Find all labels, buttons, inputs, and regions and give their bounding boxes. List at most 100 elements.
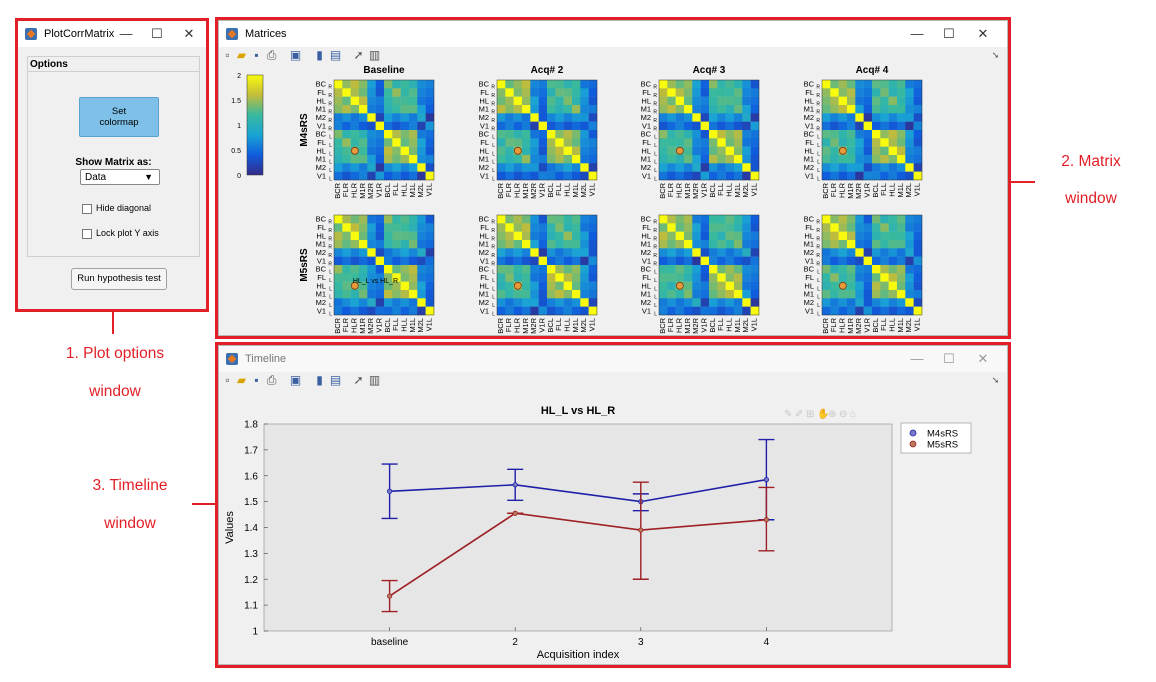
matrix-cell[interactable] [830,273,839,282]
matrix-cell[interactable] [896,129,906,139]
matrix-cell[interactable] [846,264,856,274]
matrix-cell[interactable] [367,248,376,257]
matrix-cell[interactable] [513,171,523,181]
matrix-cell[interactable] [563,113,573,122]
open-file-icon[interactable]: ▰ [236,48,247,62]
matrix-cell[interactable] [855,264,864,274]
matrix-cell[interactable] [855,171,864,181]
matrix-cell[interactable] [742,154,751,164]
matrix-cell[interactable] [717,163,726,172]
matrix-cell[interactable] [733,298,743,307]
matrix-cell[interactable] [588,146,598,156]
matrix-cell[interactable] [880,306,889,316]
matrix-cell[interactable] [538,121,548,131]
matrix-cell[interactable] [571,248,581,257]
matrix-cell[interactable] [400,264,410,274]
matrix-cell[interactable] [913,256,923,266]
matrix-cell[interactable] [913,289,923,299]
matrix-cell[interactable] [675,289,685,299]
matrix-cell[interactable] [571,88,581,97]
matrix-cell[interactable] [838,273,848,282]
matrix-cell[interactable] [863,289,873,299]
matrix-cell[interactable] [905,273,914,282]
matrix-cell[interactable] [896,121,906,131]
matrix-cell[interactable] [358,163,368,172]
matrix-cell[interactable] [905,80,914,89]
matrix-cell[interactable] [571,121,581,131]
matrix-cell[interactable] [538,239,548,249]
matrix-cell[interactable] [822,154,831,164]
matrix-cell[interactable] [871,215,881,224]
matrix-cell[interactable] [700,273,710,282]
correlation-matrix[interactable] [821,214,923,316]
matrix-cell[interactable] [400,154,410,164]
matrix-cell[interactable] [375,231,385,241]
matrix-cell[interactable] [913,281,923,291]
matrix-cell[interactable] [863,129,873,139]
matrix-cell[interactable] [563,96,573,106]
matrix-cell[interactable] [700,138,710,147]
matrix-cell[interactable] [425,223,435,232]
matrix-cell[interactable] [383,138,393,147]
matrix-cell[interactable] [571,298,581,307]
matrix-cell[interactable] [855,113,864,122]
matrix-cell[interactable] [750,154,760,164]
matrix-cell[interactable] [667,154,676,164]
matrix-cell[interactable] [392,289,401,299]
matrix-cell[interactable] [708,248,718,257]
matrix-cell[interactable] [871,88,881,97]
matrix-cell[interactable] [700,88,710,97]
matrix-cell[interactable] [913,154,923,164]
matrix-cell[interactable] [683,264,693,274]
matrix-cell[interactable] [830,289,839,299]
save-icon[interactable]: ▪ [254,48,259,62]
matrix-cell[interactable] [425,298,435,307]
matrix-cell[interactable] [913,96,923,106]
matrix-cell[interactable] [717,113,726,122]
matrix-cell[interactable] [555,215,564,224]
matrix-cell[interactable] [855,138,864,147]
matrix-cell[interactable] [830,231,839,241]
matrix-cell[interactable] [871,146,881,156]
matrix-cell[interactable] [830,104,839,114]
matrix-cell[interactable] [667,256,676,266]
matrix-cell[interactable] [425,154,435,164]
matrix-cell[interactable] [700,223,710,232]
matrix-cell[interactable] [725,289,735,299]
matrix-cell[interactable] [505,273,514,282]
matrix-cell[interactable] [555,171,564,181]
toolbar-expand-icon[interactable]: ➘ [991,375,1000,385]
matrix-cell[interactable] [708,121,718,131]
matrix-cell[interactable] [425,96,435,106]
matrix-cell[interactable] [725,138,735,147]
matrix-cell[interactable] [425,146,435,156]
matrix-cell[interactable] [555,289,564,299]
matrix-cell[interactable] [417,80,426,89]
matrix-cell[interactable] [417,248,426,257]
matrix-cell[interactable] [497,88,506,97]
matrix-cell[interactable] [700,248,710,257]
matrix-cell[interactable] [580,289,589,299]
matrix-cell[interactable] [871,248,881,257]
matrix-cell[interactable] [400,88,410,97]
property-inspector-icon[interactable]: ▥ [368,48,381,62]
matrix-cell[interactable] [675,223,685,232]
matrix-cell[interactable] [546,88,556,97]
matrix-cell[interactable] [692,80,701,89]
matrix-cell[interactable] [375,298,385,307]
matrix-cell[interactable] [896,298,906,307]
matrix-cell[interactable] [725,239,735,249]
matrix-cell[interactable] [350,113,360,122]
matrix-cell[interactable] [521,154,531,164]
matrix-cell[interactable] [659,113,668,122]
matrix-cell[interactable] [692,239,701,249]
matrix-cell[interactable] [400,163,410,172]
matrix-cell[interactable] [667,80,676,89]
matrix-cell[interactable] [717,104,726,114]
matrix-cell[interactable] [838,306,848,316]
matrix-cell[interactable] [659,215,668,224]
matrix-cell[interactable] [383,215,393,224]
matrix-cell[interactable] [334,163,343,172]
matrix-cell[interactable] [563,138,573,147]
matrix-cell[interactable] [563,298,573,307]
